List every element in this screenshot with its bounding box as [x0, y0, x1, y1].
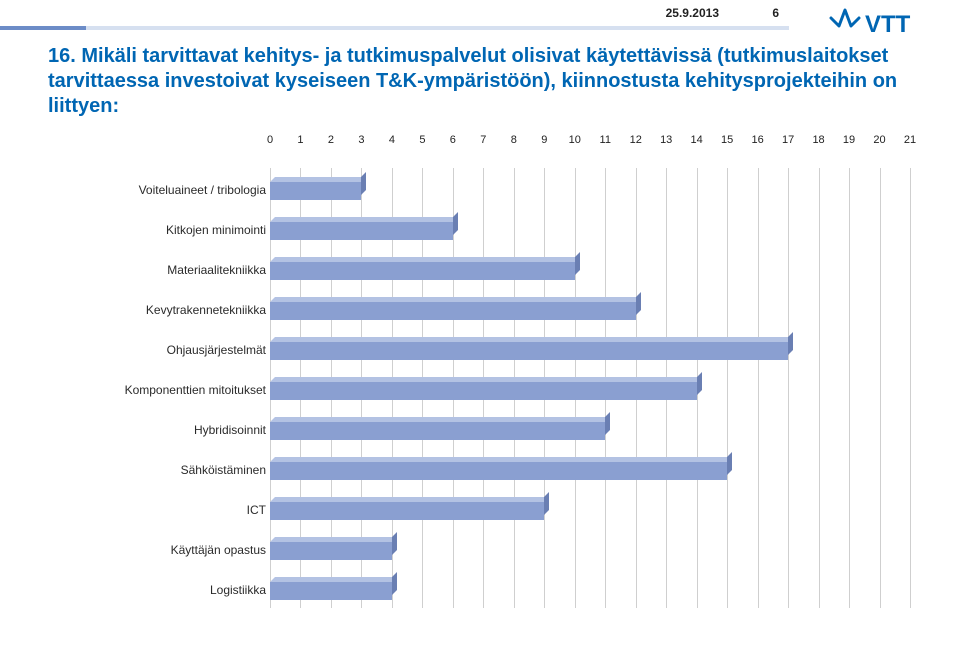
- x-axis-tick-label: 15: [721, 134, 733, 146]
- chart-container: 0123456789101112131415161718192021Voitel…: [60, 150, 920, 630]
- category-label: Sähköistäminen: [66, 463, 266, 477]
- category-label: Käyttäjän opastus: [66, 543, 266, 557]
- category-label: Komponenttien mitoitukset: [66, 383, 266, 397]
- logo-text: VTT: [865, 11, 911, 38]
- chart-gridline: [727, 168, 728, 608]
- x-axis-tick-label: 17: [782, 134, 794, 146]
- slide-page: 25.9.2013 6 VTT 16. Mikäli tarvittavat k…: [0, 0, 959, 647]
- category-label: Hybridisoinnit: [66, 423, 266, 437]
- chart-gridline: [819, 168, 820, 608]
- bar-side: [392, 572, 397, 595]
- bar-side: [605, 412, 610, 435]
- chart-bar: [270, 222, 453, 240]
- bar-face: [270, 342, 788, 360]
- category-label: Ohjausjärjestelmät: [66, 343, 266, 357]
- chart-bar: [270, 302, 636, 320]
- x-axis-tick-label: 18: [812, 134, 824, 146]
- bar-face: [270, 382, 697, 400]
- bar-face: [270, 582, 392, 600]
- chart-bar: [270, 502, 544, 520]
- slide-date: 25.9.2013: [666, 6, 719, 20]
- x-axis-tick-label: 3: [358, 134, 364, 146]
- x-axis-tick-label: 11: [600, 134, 611, 146]
- x-axis-tick-label: 21: [904, 134, 916, 146]
- chart-gridline: [849, 168, 850, 608]
- bar-side: [727, 452, 732, 475]
- chart-bar: [270, 462, 727, 480]
- x-axis-tick-label: 8: [511, 134, 517, 146]
- chart-gridline: [880, 168, 881, 608]
- category-label: Kevytrakennetekniikka: [66, 303, 266, 317]
- bar-face: [270, 542, 392, 560]
- bar-face: [270, 462, 727, 480]
- x-axis-tick-label: 14: [691, 134, 703, 146]
- chart-bar: [270, 382, 697, 400]
- x-axis-tick-label: 13: [660, 134, 672, 146]
- x-axis-tick-label: 19: [843, 134, 855, 146]
- slide-page-number: 6: [772, 6, 779, 20]
- bar-face: [270, 502, 544, 520]
- x-axis-tick-label: 9: [541, 134, 547, 146]
- bar-side: [697, 372, 702, 395]
- x-axis-tick-label: 10: [569, 134, 581, 146]
- bar-face: [270, 182, 361, 200]
- x-axis-tick-label: 7: [480, 134, 486, 146]
- chart-gridline: [910, 168, 911, 608]
- bar-side: [544, 492, 549, 515]
- category-label: Kitkojen minimointi: [66, 223, 266, 237]
- x-axis-tick-label: 6: [450, 134, 456, 146]
- chart-gridline: [788, 168, 789, 608]
- chart-bar: [270, 542, 392, 560]
- x-axis-tick-label: 2: [328, 134, 334, 146]
- bar-side: [575, 252, 580, 275]
- header-strip-accent: [0, 26, 86, 30]
- chart-bar: [270, 182, 361, 200]
- bar-side: [453, 212, 458, 235]
- chart-gridline: [758, 168, 759, 608]
- bar-side: [788, 332, 793, 355]
- bar-side: [361, 172, 366, 195]
- x-axis-tick-label: 16: [751, 134, 763, 146]
- x-axis-tick-label: 0: [267, 134, 273, 146]
- header-strip: [0, 26, 959, 30]
- bar-side: [636, 292, 641, 315]
- bar-face: [270, 222, 453, 240]
- category-label: ICT: [66, 503, 266, 517]
- chart-bar: [270, 422, 605, 440]
- x-axis-tick-label: 20: [873, 134, 885, 146]
- chart-bar: [270, 582, 392, 600]
- vtt-logo: VTT: [829, 4, 929, 40]
- bar-face: [270, 422, 605, 440]
- category-label: Materiaalitekniikka: [66, 263, 266, 277]
- bar-side: [392, 532, 397, 555]
- category-label: Voiteluaineet / tribologia: [66, 183, 266, 197]
- x-axis-tick-label: 4: [389, 134, 395, 146]
- bar-face: [270, 302, 636, 320]
- category-label: Logistiikka: [66, 583, 266, 597]
- x-axis-tick-label: 1: [297, 134, 303, 146]
- header-strip-light: [86, 26, 789, 30]
- x-axis-tick-label: 5: [419, 134, 425, 146]
- x-axis-tick-label: 12: [630, 134, 642, 146]
- chart-bar: [270, 342, 788, 360]
- slide-title: 16. Mikäli tarvittavat kehitys- ja tutki…: [48, 44, 899, 119]
- bar-face: [270, 262, 575, 280]
- chart-plot-area: [270, 168, 910, 608]
- chart-bar: [270, 262, 575, 280]
